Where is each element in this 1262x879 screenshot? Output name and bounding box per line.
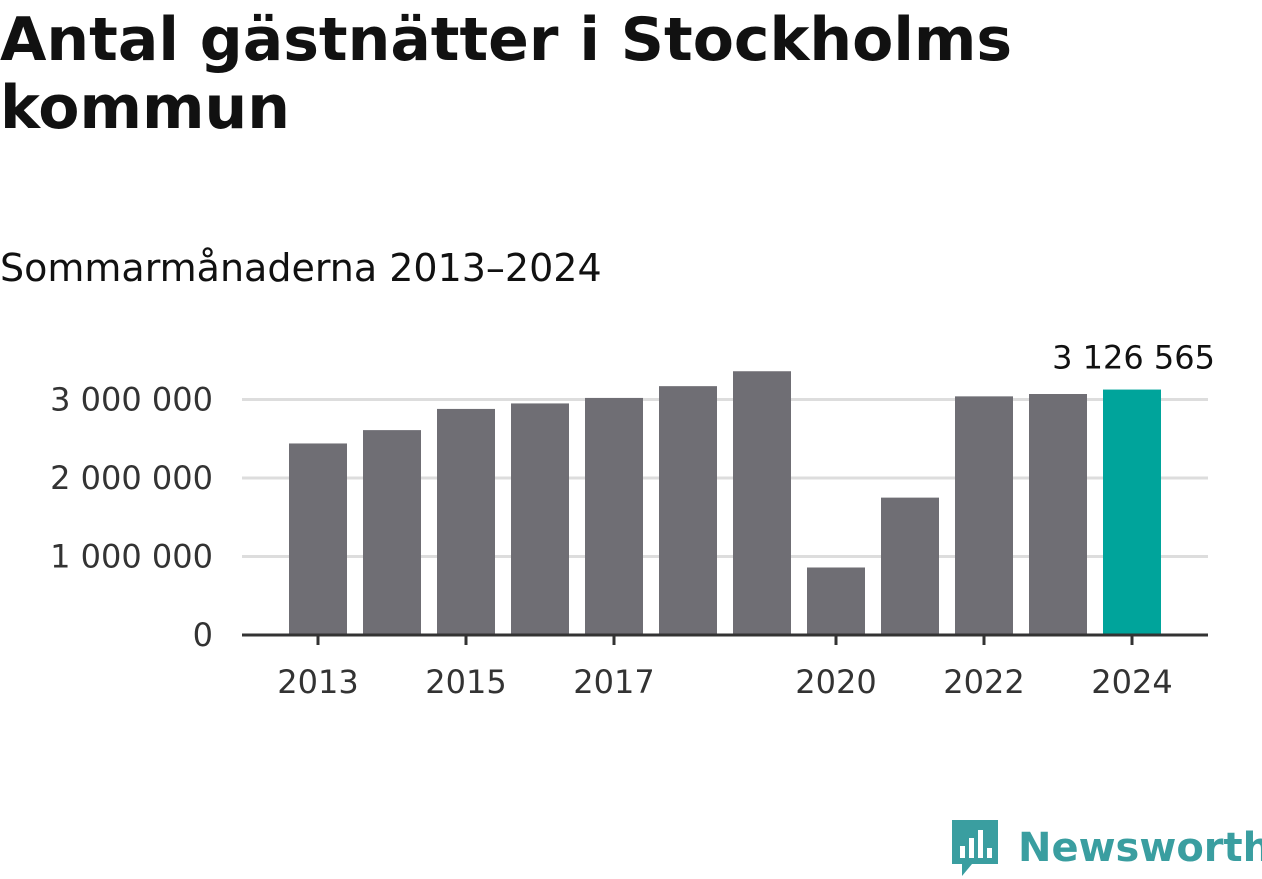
y-tick-label: 0 <box>193 616 213 654</box>
x-axis-ticks: 2013 2015 2017 2020 2022 2024 <box>277 635 1173 701</box>
chart-title: Antal gästnätter i Stockholms kommun <box>0 5 1013 143</box>
y-tick-label: 2 000 000 <box>50 459 213 497</box>
bar-2016 <box>511 403 569 635</box>
chart-subtitle: Sommarmånaderna 2013–2024 <box>0 246 602 290</box>
data-label-2024: 3 126 565 <box>1052 339 1215 377</box>
bars <box>289 371 1161 635</box>
bar-2015 <box>437 408 495 635</box>
y-axis-ticks: 0 1 000 000 2 000 000 3 000 000 <box>50 381 213 655</box>
x-tick-label: 2013 <box>277 663 358 701</box>
bar-2023 <box>1029 394 1087 635</box>
bar-2014 <box>363 430 421 635</box>
newsworthy-chart-bubble-icon <box>952 820 998 876</box>
bar-2019 <box>733 371 791 635</box>
x-tick-label: 2015 <box>425 663 506 701</box>
x-tick-label: 2024 <box>1091 663 1172 701</box>
x-tick-label: 2020 <box>795 663 876 701</box>
bar-2020 <box>807 567 865 635</box>
x-tick-label: 2017 <box>573 663 654 701</box>
bar-2018 <box>659 386 717 635</box>
data-labels: 3 126 565 <box>1052 339 1215 377</box>
bar-2017 <box>585 397 643 635</box>
y-tick-label: 1 000 000 <box>50 538 213 576</box>
bar-2024 <box>1103 389 1161 635</box>
bar-2013 <box>289 443 347 635</box>
bar-2022 <box>955 396 1013 635</box>
newsworthy-logo: Newsworthy <box>950 818 1262 878</box>
bar-2021 <box>881 497 939 635</box>
y-tick-label: 3 000 000 <box>50 381 213 419</box>
logo-text: Newsworthy <box>1018 825 1262 871</box>
x-tick-label: 2022 <box>943 663 1024 701</box>
